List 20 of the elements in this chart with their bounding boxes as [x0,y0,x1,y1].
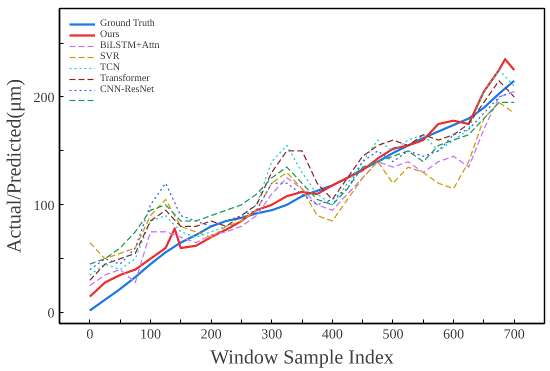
legend-label: Ours [100,29,120,40]
x-tick-label: 600 [443,328,464,342]
x-tick-label: 200 [200,328,222,342]
legend-label: SVR [100,51,120,62]
y-axis-title: Actual/Predicted(μm) [4,78,26,253]
x-tick-label: 0 [86,328,94,342]
x-tick-label: 300 [261,328,282,342]
x-tick-label: 100 [140,328,161,342]
x-tick-label: 400 [322,328,343,342]
legend-label: BiLSTM+Attn [100,40,160,51]
x-tick-label: 500 [382,328,404,342]
y-tick-label: 100 [34,198,54,214]
legend-label: Ground Truth [100,18,155,29]
legend-label: CNN-ResNet [100,84,154,95]
y-tick-label: 0 [48,306,54,322]
x-axis-title: Window Sample Index [210,346,394,368]
x-tick-label: 700 [504,328,525,342]
legend-label: TCN [100,62,120,73]
legend-label: Transformer [100,73,150,84]
y-tick-label: 200 [34,90,54,106]
